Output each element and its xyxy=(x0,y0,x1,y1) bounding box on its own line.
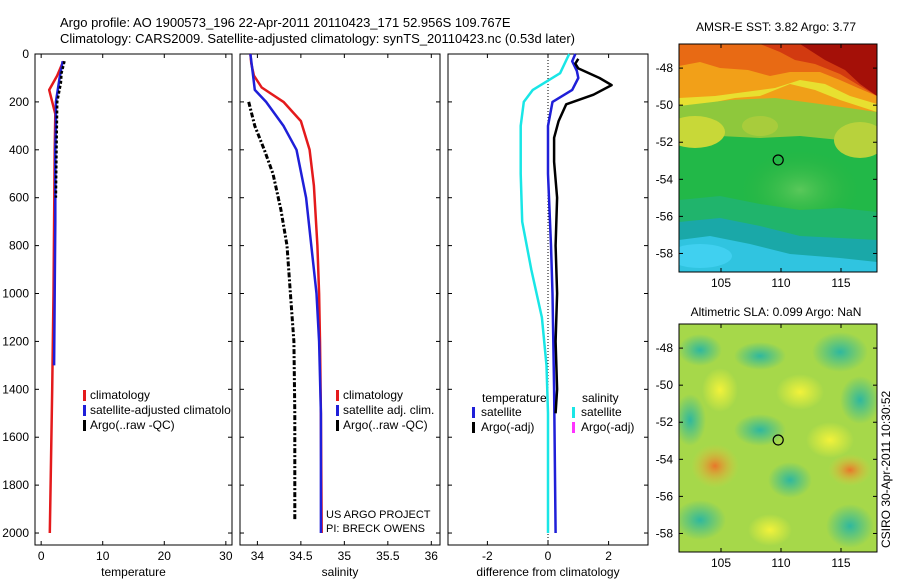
figure-title-line2: Climatology: CARS2009. Satellite-adjuste… xyxy=(60,31,575,46)
legend-swatch xyxy=(83,390,86,401)
y-tick-label: 800 xyxy=(9,239,29,253)
legend-swatch xyxy=(83,420,86,431)
x-tick-label: 2 xyxy=(605,549,612,563)
map-frame xyxy=(678,43,878,273)
x-tick-label: 10 xyxy=(96,549,110,563)
x-axis-label: difference from climatology xyxy=(476,565,619,579)
legend-swatch xyxy=(572,407,575,418)
profile-line-blue xyxy=(52,60,64,366)
y-tick-label: 1200 xyxy=(2,334,29,348)
legend-label: Argo(..raw -QC) xyxy=(90,418,175,432)
legend-label: satellite xyxy=(481,405,522,419)
x-tick-label: 35 xyxy=(338,549,352,563)
project-annotation: PI: BRECK OWENS xyxy=(326,523,425,535)
legend-swatch xyxy=(83,405,86,416)
legend-label: climatology xyxy=(343,388,403,402)
x-tick-label: -2 xyxy=(482,549,493,563)
map-x-tick-label: 105 xyxy=(711,556,731,570)
legend-label: Argo(-adj) xyxy=(581,420,634,434)
map-y-tick-label: -54 xyxy=(656,172,674,186)
legend-label: satellite adj. clim. xyxy=(343,403,434,417)
x-tick-label: 34 xyxy=(251,549,265,563)
map-y-tick-label: -52 xyxy=(656,135,674,149)
plot-frame xyxy=(34,53,233,546)
legend-swatch xyxy=(336,405,339,416)
map-y-tick-label: -58 xyxy=(656,246,674,260)
legend-swatch xyxy=(472,407,475,418)
legend-swatch xyxy=(572,422,575,433)
x-tick-label: 0 xyxy=(545,549,552,563)
argo-location-marker xyxy=(772,154,784,166)
profile-line-cyan xyxy=(519,53,571,533)
map-x-tick-label: 115 xyxy=(831,556,850,570)
x-tick-label: 0 xyxy=(38,549,45,563)
x-axis-label: temperature xyxy=(101,565,166,579)
y-tick-label: 1400 xyxy=(2,382,29,396)
x-tick-label: 30 xyxy=(219,549,233,563)
map-x-tick-label: 115 xyxy=(831,276,850,290)
x-tick-label: 20 xyxy=(158,549,172,563)
x-tick-label: 36 xyxy=(425,549,439,563)
map-x-tick-label: 110 xyxy=(771,556,790,570)
x-tick-label: 35.5 xyxy=(376,549,400,563)
map-x-tick-label: 105 xyxy=(711,276,731,290)
profile-line-blue xyxy=(249,53,323,533)
plot-frame xyxy=(239,53,441,546)
y-tick-label: 0 xyxy=(22,47,29,61)
legend-swatch xyxy=(336,420,339,431)
project-annotation: US ARGO PROJECT xyxy=(326,509,431,521)
legend-swatch xyxy=(336,390,339,401)
map-y-tick-label: -56 xyxy=(656,489,674,503)
profile-line-blue xyxy=(546,53,580,534)
y-tick-label: 400 xyxy=(9,143,29,157)
legend-group-title: salinity xyxy=(582,391,619,405)
legend-group-title: temperature xyxy=(482,391,547,405)
profile-line-black xyxy=(552,58,613,414)
sla-map-axes: Altimetric SLA: 0.099 Argo: NaN 105 110 115… xyxy=(656,305,878,570)
profile-line-black xyxy=(247,101,297,521)
map-y-tick-label: -56 xyxy=(656,209,674,223)
map-y-tick-label: -58 xyxy=(656,526,674,540)
map-y-tick-label: -48 xyxy=(656,341,674,355)
x-axis-label: salinity xyxy=(322,565,359,579)
salinity-panel: 34 34.5 35 35.5 36 salinity climatologysatelli… xyxy=(239,53,441,579)
y-tick-label: 1800 xyxy=(2,478,29,492)
y-tick-label: 1000 xyxy=(2,287,29,301)
legend-swatch xyxy=(472,422,475,433)
map-x-tick-label: 110 xyxy=(771,276,790,290)
x-tick-label: 34.5 xyxy=(289,549,313,563)
map-title: Altimetric SLA: 0.099 Argo: NaN xyxy=(691,305,862,319)
sla-map xyxy=(679,324,877,552)
legend-label: satellite xyxy=(581,405,622,419)
map-y-tick-label: -52 xyxy=(656,415,674,429)
profile-line-red xyxy=(249,53,323,534)
figure-title-line1: Argo profile: AO 1900573_196 22-Apr-2011… xyxy=(60,15,511,30)
y-tick-label: 1600 xyxy=(2,430,29,444)
y-tick-label: 600 xyxy=(9,191,29,205)
argo-location-marker xyxy=(772,434,784,446)
temperature-panel: 0 10 20 30 temperature 0 200 400 600 800 1000 1200 1… xyxy=(2,47,233,579)
map-y-tick-label: -50 xyxy=(656,378,674,392)
side-timestamp-label: CSIRO 30-Apr-2011 10:30:52 xyxy=(879,390,893,548)
map-y-tick-label: -50 xyxy=(656,98,674,112)
map-frame xyxy=(678,323,878,553)
sst-map xyxy=(679,44,877,272)
y-tick-label: 200 xyxy=(9,95,29,109)
y-tick-label: 2000 xyxy=(2,526,29,540)
map-y-tick-label: -48 xyxy=(656,61,674,75)
legend-label: Argo(-adj) xyxy=(481,420,534,434)
sst-map-axes: AMSR-E SST: 3.82 Argo: 3.77 105 110 115 -48 -… xyxy=(656,20,878,290)
legend-label: climatology xyxy=(90,388,150,402)
profile-line-black xyxy=(54,60,66,198)
map-y-tick-label: -54 xyxy=(656,452,674,466)
map-title: AMSR-E SST: 3.82 Argo: 3.77 xyxy=(696,20,856,34)
legend-label: Argo(..raw -QC) xyxy=(343,418,428,432)
difference-panel: -2 0 2 difference from climatology temperatu… xyxy=(447,53,649,579)
legend-label: satellite-adjusted climatolo xyxy=(90,403,231,417)
